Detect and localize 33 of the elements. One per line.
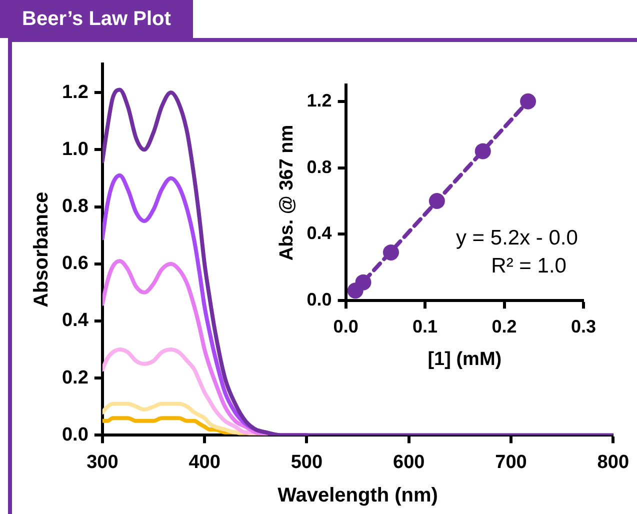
x-tick-label: 0.1	[412, 316, 438, 336]
x-tick-label: 0.2	[492, 316, 517, 336]
chart-title: Beer’s Law Plot	[0, 0, 193, 38]
point	[474, 143, 491, 160]
y-tick-label: 0.0	[62, 424, 88, 446]
point	[355, 274, 372, 290]
y-tick-label: 1.2	[306, 90, 332, 110]
x-tick-label: 800	[597, 452, 629, 473]
y-tick-label: 0.8	[62, 196, 88, 218]
y-tick-label: 0.8	[306, 156, 332, 177]
y-tick-label: 1.0	[62, 138, 88, 160]
x-axis-title: Wavelength (nm)	[278, 484, 438, 507]
y-tick-label: 0.4	[306, 223, 332, 244]
annotation: y = 5.2x - 0.0	[456, 226, 578, 250]
y-tick-label: 1.2	[62, 82, 88, 103]
x-tick-label: 400	[188, 452, 220, 473]
x-tick-label: 0.3	[570, 316, 596, 336]
y-axis-title: Absorbance	[30, 192, 53, 308]
x-axis-title: [1] (mM)	[428, 348, 502, 370]
y-tick-label: 0.4	[62, 310, 89, 332]
point	[428, 193, 445, 209]
y-axis-title: Abs. @ 367 nm	[276, 124, 298, 261]
x-tick-label: 500	[290, 452, 323, 473]
annotation: R² = 1.0	[491, 254, 566, 278]
x-tick-label: 600	[393, 452, 425, 473]
y-tick-label: 0.2	[62, 367, 88, 388]
point	[520, 93, 536, 110]
y-tick-label: 0.0	[306, 290, 332, 310]
y-tick-label: 0.6	[62, 253, 88, 274]
x-tick-label: 700	[495, 452, 527, 473]
x-tick-label: 0.0	[333, 316, 358, 336]
point	[382, 244, 399, 260]
x-tick-label: 300	[86, 452, 118, 473]
